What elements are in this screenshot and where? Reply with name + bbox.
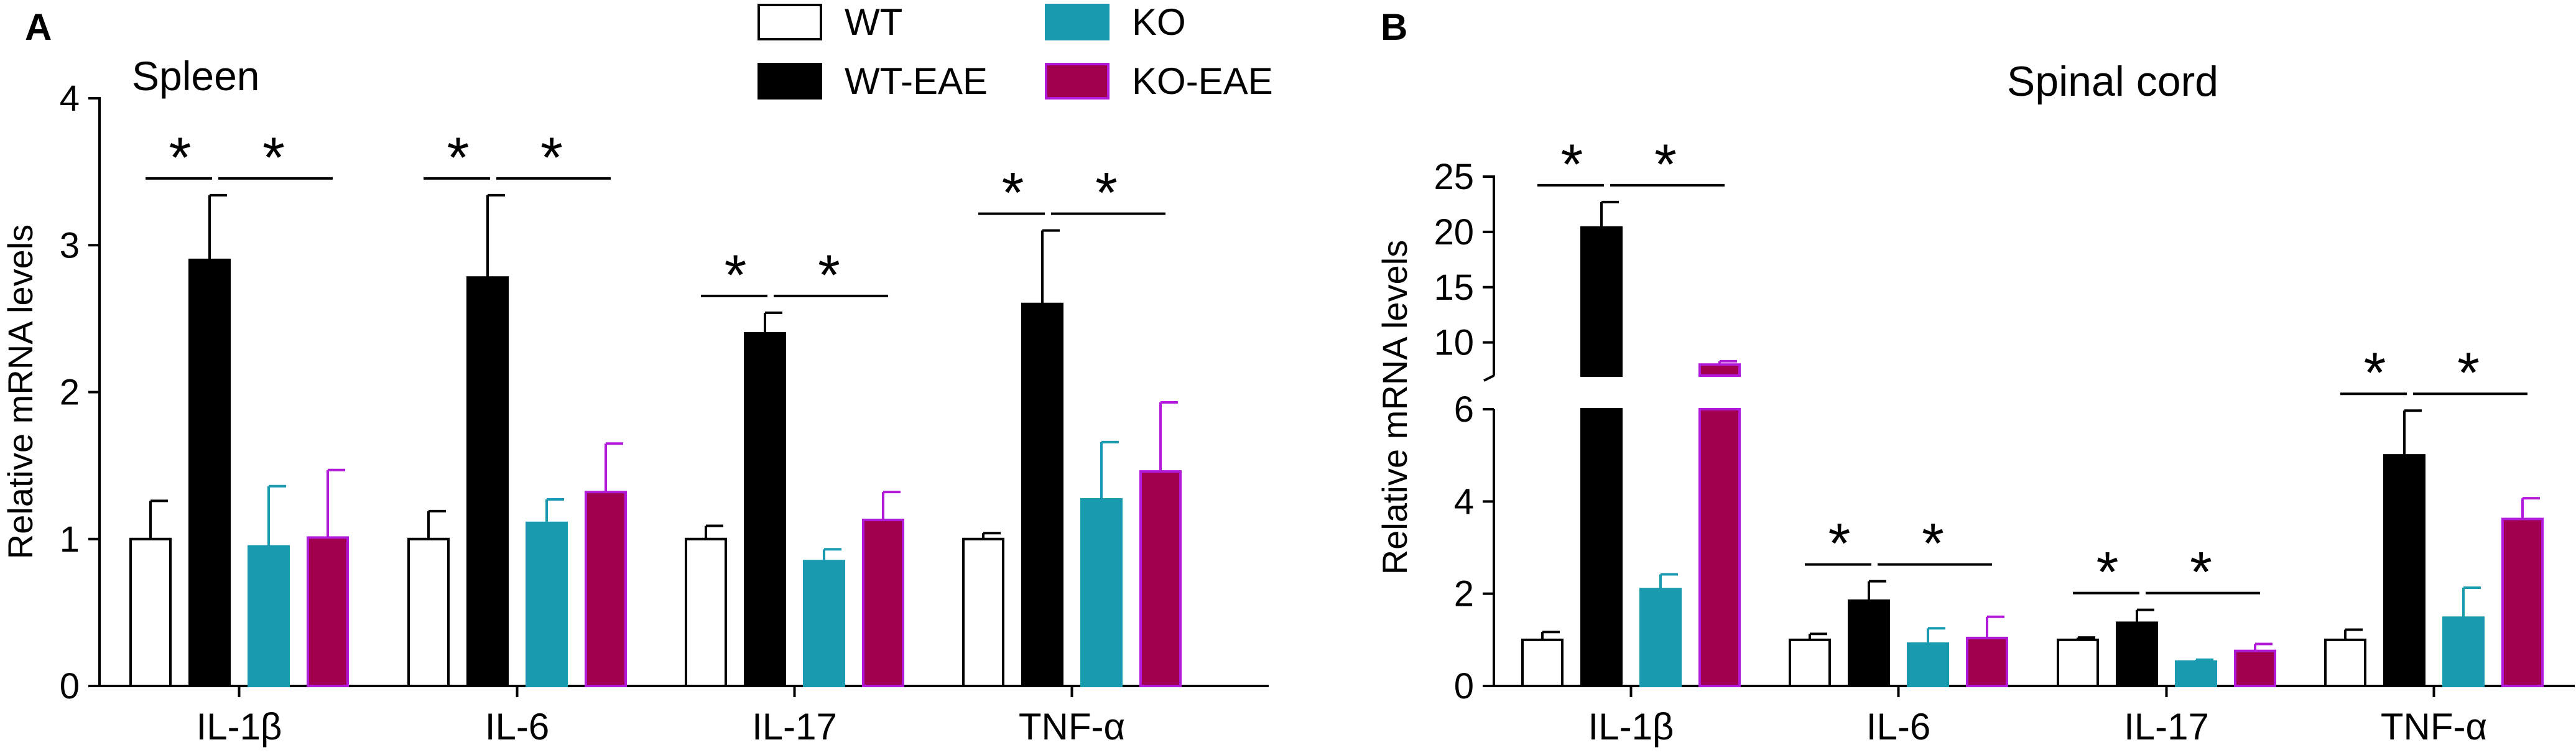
x-tick-label: IL-6 bbox=[1866, 706, 1930, 748]
bar-ko-eae bbox=[307, 536, 349, 688]
legend-label-ko: KO bbox=[1132, 1, 1186, 43]
bar-wt-eae bbox=[188, 258, 231, 687]
bar-ko-eae-upper bbox=[1698, 363, 1741, 378]
y-tick-label: 4 bbox=[60, 78, 80, 119]
y-axis-label: Relative mRNA levels bbox=[1375, 240, 1414, 575]
significance-star: * bbox=[447, 126, 470, 190]
chart-title: Spinal cord bbox=[2007, 58, 2218, 105]
bar-ko bbox=[803, 560, 845, 687]
bar-ko bbox=[2442, 616, 2485, 688]
bar-wt bbox=[1789, 638, 1831, 688]
bar-ko-eae bbox=[585, 491, 627, 688]
chart-title: Spleen bbox=[132, 53, 260, 99]
bar-ko-eae bbox=[2234, 649, 2276, 687]
x-tick-label: IL-17 bbox=[752, 706, 837, 748]
bar-wt-eae bbox=[1580, 408, 1623, 687]
y-tick-label: 6 bbox=[1454, 389, 1474, 430]
significance-star: * bbox=[818, 244, 840, 307]
x-tick-label: TNF-α bbox=[2381, 706, 2487, 748]
y-tick-label: 0 bbox=[60, 666, 80, 706]
y-tick-label: 4 bbox=[1454, 481, 1474, 522]
bar-wt bbox=[129, 537, 172, 687]
panel-label: B bbox=[1381, 6, 1407, 48]
significance-star: * bbox=[1922, 512, 1944, 576]
axis-break-mark bbox=[1483, 374, 1494, 382]
legend-swatch-wt-eae bbox=[758, 63, 822, 100]
significance-star: * bbox=[2096, 541, 2119, 604]
bar-wt-eae bbox=[744, 332, 786, 687]
significance-star: * bbox=[725, 244, 747, 307]
y-tick-label: 10 bbox=[1434, 323, 1474, 363]
significance-star: * bbox=[2457, 341, 2480, 405]
significance-star: * bbox=[1828, 512, 1851, 576]
bar-ko-eae bbox=[1966, 636, 2008, 688]
y-tick-label: 2 bbox=[1454, 574, 1474, 614]
significance-star: * bbox=[1002, 162, 1024, 225]
bar-wt bbox=[962, 537, 1004, 687]
bar-wt bbox=[685, 537, 727, 687]
significance-star: * bbox=[169, 126, 192, 190]
x-tick-label: IL-1β bbox=[1588, 706, 1674, 748]
bar-ko bbox=[1080, 498, 1123, 688]
bar-wt-eae bbox=[2116, 621, 2158, 687]
y-axis-label: Relative mRNA levels bbox=[1, 225, 40, 559]
y-tick-label: 2 bbox=[60, 373, 80, 413]
bar-wt bbox=[2057, 638, 2099, 688]
bar-ko bbox=[1907, 642, 1949, 688]
y-tick-label: 3 bbox=[60, 225, 80, 266]
x-tick-label: IL-6 bbox=[485, 706, 549, 748]
bar-ko-eae bbox=[862, 519, 904, 687]
significance-star: * bbox=[1095, 162, 1118, 225]
bar-wt-eae bbox=[1848, 599, 1890, 688]
bar-ko-eae bbox=[1139, 470, 1182, 687]
legend-label-wt-eae: WT-EAE bbox=[845, 60, 988, 102]
panel-label: A bbox=[25, 6, 52, 48]
significance-star: * bbox=[2364, 341, 2386, 405]
significance-star: * bbox=[262, 126, 285, 190]
significance-star: * bbox=[1654, 133, 1677, 197]
bar-ko-eae bbox=[2501, 517, 2544, 687]
legend-label-wt: WT bbox=[845, 1, 902, 43]
x-tick-label: IL-17 bbox=[2124, 706, 2209, 748]
x-tick-label: TNF-α bbox=[1019, 706, 1125, 748]
y-tick-label: 20 bbox=[1434, 212, 1474, 252]
y-tick-label: 0 bbox=[1454, 666, 1474, 706]
bar-wt-eae-upper bbox=[1580, 226, 1623, 377]
legend-label-ko-eae: KO-EAE bbox=[1132, 60, 1273, 102]
y-tick-label: 25 bbox=[1434, 157, 1474, 197]
bar-wt-eae bbox=[466, 276, 509, 688]
significance-star: * bbox=[540, 126, 563, 190]
legend: WT WT-EAE KO KO-EAE bbox=[758, 1, 1273, 102]
y-tick-label: 1 bbox=[60, 519, 80, 560]
significance-star: * bbox=[1561, 133, 1583, 197]
bar-wt bbox=[407, 537, 450, 687]
legend-swatch-ko-eae bbox=[1045, 63, 1110, 100]
legend-swatch-ko bbox=[1045, 4, 1110, 40]
bar-ko bbox=[2175, 660, 2217, 687]
panel-b: B Spinal cord Relative mRNA levels 0 2 4 6 10 15… bbox=[1375, 6, 2575, 748]
bar-ko-eae bbox=[1698, 408, 1741, 687]
significance-star: * bbox=[2190, 541, 2212, 604]
bar-wt-eae bbox=[1021, 302, 1063, 687]
bar-ko bbox=[1639, 588, 1682, 687]
legend-swatch-wt bbox=[758, 4, 822, 40]
y-tick-label: 15 bbox=[1434, 267, 1474, 308]
bar-wt bbox=[1521, 638, 1564, 688]
bar-wt bbox=[2324, 638, 2366, 688]
bar-ko bbox=[526, 521, 568, 687]
x-tick-label: IL-1β bbox=[197, 706, 282, 748]
bar-ko bbox=[248, 545, 290, 687]
bar-wt-eae bbox=[2383, 454, 2425, 688]
panel-a: A Spleen Relative mRNA levels 0 1 2 3 4 IL-1β * * I… bbox=[1, 6, 1269, 748]
